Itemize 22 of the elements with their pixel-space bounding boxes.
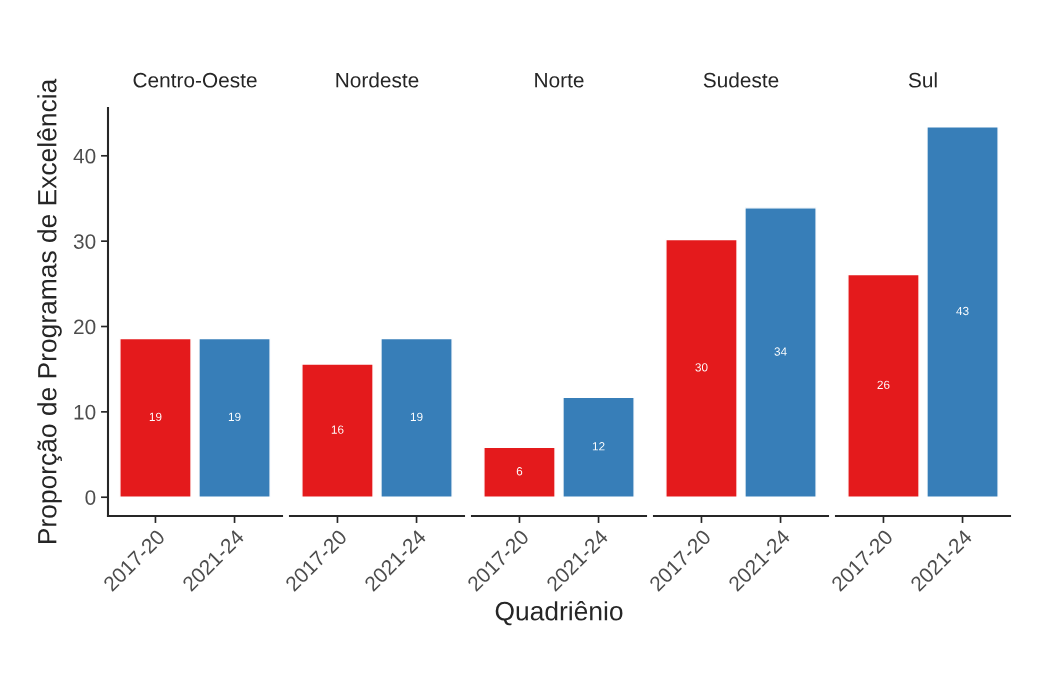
y-tick-label: 40 (73, 148, 96, 164)
chart-title: Norte (535, 73, 584, 88)
chart-title: Sul (908, 72, 937, 88)
data-label: 43 (956, 306, 969, 316)
data-label: 16 (331, 425, 344, 434)
y-tick-label: 30 (73, 234, 96, 249)
chart-title: Nordeste (336, 72, 419, 88)
data-label: 12 (592, 442, 605, 451)
data-label: 30 (695, 363, 708, 372)
data-label: 19 (149, 412, 162, 422)
y-tick-label: 20 (74, 319, 96, 335)
data-label: 19 (410, 412, 423, 422)
chart-title: Centro-Oeste (133, 72, 257, 88)
data-label: 26 (877, 380, 890, 389)
chart-title: Sudeste (703, 72, 779, 88)
y-tick-label: 0 (85, 490, 96, 505)
y-axis-title: Proporção de Programas de Excelência (37, 78, 62, 544)
data-label: 34 (774, 347, 787, 356)
data-label: 6 (516, 467, 523, 476)
x-axis-title: Quadriênio (495, 601, 623, 626)
y-tick-label: 10 (74, 404, 96, 420)
data-label: 19 (228, 412, 241, 422)
